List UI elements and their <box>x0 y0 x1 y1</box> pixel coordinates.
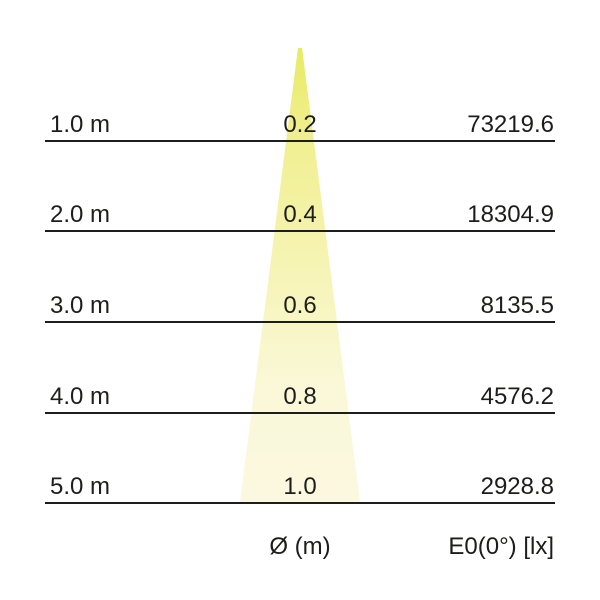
beam-diameter-value: 0.6 <box>283 292 317 319</box>
illuminance-value: 18304.9 <box>467 201 554 228</box>
illuminance-axis-label: E0(0°) [lx] <box>448 533 554 560</box>
measurement-row: 3.0 m 0.6 8135.5 <box>45 287 555 323</box>
distance-label: 3.0 m <box>50 292 111 319</box>
illuminance-value: 2928.8 <box>480 473 554 500</box>
beam-diameter-value: 0.4 <box>283 201 317 228</box>
distance-label: 2.0 m <box>50 201 111 228</box>
beam-diameter-value: 0.2 <box>283 111 317 138</box>
measurement-row: 4.0 m 0.8 4576.2 <box>45 378 555 414</box>
measurement-row: 2.0 m 0.4 18304.9 <box>45 196 555 232</box>
measurement-row: 1.0 m 0.2 73219.6 <box>45 106 555 142</box>
illuminance-value: 73219.6 <box>467 111 554 138</box>
illuminance-value: 8135.5 <box>480 292 554 319</box>
illuminance-value: 4576.2 <box>480 383 554 410</box>
diameter-axis-label: Ø (m) <box>269 533 331 560</box>
axis-labels-row: Ø (m) E0(0°) [lx] <box>45 533 555 563</box>
distance-label: 5.0 m <box>50 473 111 500</box>
distance-label: 4.0 m <box>50 383 111 410</box>
distance-label: 1.0 m <box>50 111 111 138</box>
beam-diameter-value: 1.0 <box>283 473 317 500</box>
measurement-row: 5.0 m 1.0 2928.8 <box>45 468 555 504</box>
beam-diameter-value: 0.8 <box>283 383 317 410</box>
